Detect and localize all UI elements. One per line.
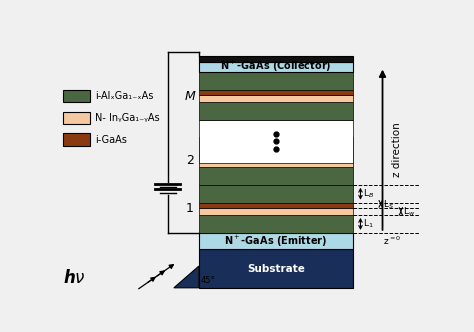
Bar: [199, 215, 353, 233]
Text: 45°: 45°: [201, 276, 215, 285]
Bar: [199, 137, 353, 155]
Bar: [63, 90, 91, 102]
Text: h$\nu$: h$\nu$: [63, 269, 86, 287]
Bar: [199, 90, 353, 95]
Text: 2: 2: [186, 154, 193, 167]
Text: N- InᵧGa₁₋ᵧAs: N- InᵧGa₁₋ᵧAs: [95, 113, 160, 123]
Bar: [63, 133, 91, 146]
Polygon shape: [174, 266, 199, 288]
Bar: [199, 95, 353, 103]
Text: L$_1$: L$_1$: [364, 218, 374, 230]
Bar: [199, 121, 353, 163]
Bar: [199, 160, 353, 167]
Text: i-GaAs: i-GaAs: [95, 134, 127, 144]
Text: Substrate: Substrate: [247, 264, 305, 274]
Text: N$^+$-GaAs (Collector): N$^+$-GaAs (Collector): [220, 59, 332, 74]
Bar: [199, 61, 353, 72]
Bar: [199, 249, 353, 288]
Text: z$^{=0}$: z$^{=0}$: [383, 235, 401, 247]
Text: L$_w$: L$_w$: [403, 205, 416, 217]
Text: z direction: z direction: [392, 123, 401, 177]
Text: L$_S$: L$_S$: [383, 199, 394, 211]
Text: N$^+$-GaAs (Emitter): N$^+$-GaAs (Emitter): [224, 234, 328, 249]
Bar: [199, 167, 353, 185]
Bar: [199, 72, 353, 90]
Bar: [199, 155, 353, 160]
Text: L$_B$: L$_B$: [364, 188, 374, 200]
Bar: [199, 103, 353, 121]
Text: M: M: [184, 90, 195, 103]
Bar: [63, 112, 91, 124]
Text: 1: 1: [186, 202, 193, 215]
Bar: [199, 208, 353, 215]
Bar: [199, 56, 353, 61]
Bar: [199, 233, 353, 249]
Text: i-AlₓGa₁₋ₓAs: i-AlₓGa₁₋ₓAs: [95, 91, 153, 101]
Bar: [199, 203, 353, 208]
Bar: [199, 185, 353, 203]
